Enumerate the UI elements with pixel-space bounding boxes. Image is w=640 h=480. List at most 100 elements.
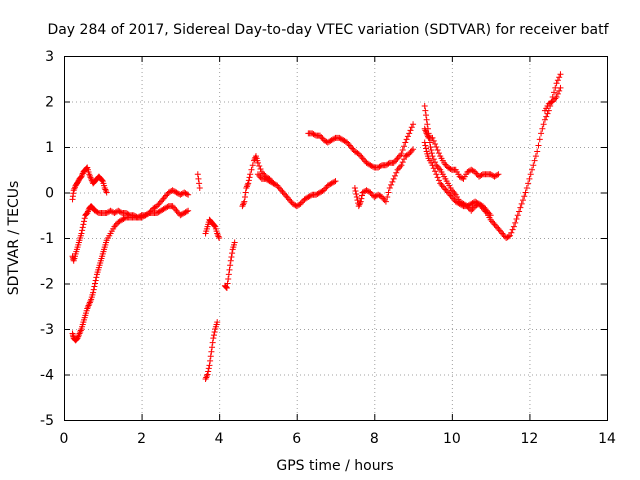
data-point: [164, 203, 171, 210]
data-point: [550, 89, 557, 96]
data-point: [399, 159, 406, 166]
data-point: [513, 216, 520, 223]
data-point: [208, 348, 215, 355]
data-point: [358, 195, 365, 202]
data-point: [332, 178, 339, 185]
data-point: [94, 209, 101, 216]
data-point: [241, 198, 248, 205]
data-point: [399, 147, 406, 154]
data-point: [422, 142, 429, 149]
data-point: [398, 150, 405, 157]
data-point: [557, 71, 564, 78]
data-point: [102, 186, 109, 193]
data-point: [540, 121, 547, 128]
x-tick-label: 6: [292, 431, 301, 447]
data-point: [103, 189, 110, 196]
data-points: [69, 71, 564, 383]
data-point: [487, 212, 494, 219]
data-point: [382, 198, 389, 205]
data-point: [538, 130, 545, 137]
data-point: [79, 227, 86, 234]
data-point: [433, 171, 440, 178]
y-tick-label: -2: [40, 277, 54, 293]
data-point: [509, 226, 516, 233]
data-point: [525, 180, 532, 187]
data-point: [331, 135, 338, 142]
data-point: [92, 280, 99, 287]
data-point: [388, 181, 395, 188]
data-point: [257, 165, 264, 172]
x-tick-label: 10: [443, 431, 461, 447]
data-point: [210, 332, 217, 339]
data-point: [556, 74, 563, 81]
data-point: [514, 212, 521, 219]
data-point: [522, 189, 529, 196]
data-point: [359, 192, 366, 199]
data-point: [209, 344, 216, 351]
x-tick-label: 0: [60, 431, 69, 447]
data-point: [231, 239, 238, 246]
data-point: [429, 134, 436, 141]
data-point: [245, 180, 252, 187]
data-point: [553, 93, 560, 100]
y-tick-label: 1: [45, 140, 54, 156]
data-point: [447, 165, 454, 172]
data-point: [196, 180, 203, 187]
data-point: [183, 208, 190, 215]
data-point: [90, 289, 97, 296]
data-point: [423, 145, 429, 152]
data-point: [505, 233, 512, 240]
data-point: [434, 147, 441, 154]
data-point: [185, 191, 192, 198]
data-point: [240, 200, 247, 207]
data-point: [249, 162, 256, 169]
data-point: [79, 224, 86, 231]
data-point: [407, 127, 414, 134]
data-point: [209, 339, 216, 346]
data-point: [552, 84, 559, 91]
data-point: [254, 159, 261, 166]
data-point: [311, 131, 318, 138]
data-point: [81, 215, 88, 222]
data-point: [227, 257, 234, 264]
x-tick-label: 12: [521, 431, 539, 447]
data-point: [478, 172, 485, 179]
data-point: [385, 189, 392, 196]
data-point: [421, 103, 428, 110]
data-point: [117, 209, 124, 216]
data-point: [421, 139, 428, 146]
data-point: [403, 136, 410, 143]
data-point: [554, 90, 561, 97]
data-point: [539, 125, 546, 132]
data-point: [541, 116, 548, 123]
data-point: [206, 362, 213, 369]
data-point: [398, 162, 405, 169]
data-point: [435, 177, 442, 184]
data-point: [357, 198, 364, 205]
data-point: [244, 181, 251, 188]
chart-title: Day 284 of 2017, Sidereal Day-to-day VTE…: [47, 22, 609, 38]
data-point: [307, 192, 314, 199]
data-point: [228, 253, 235, 260]
data-point: [507, 232, 514, 239]
data-point: [422, 107, 429, 114]
x-tick-label: 14: [598, 431, 616, 447]
data-point: [386, 184, 393, 191]
data-point: [423, 112, 429, 119]
data-point: [240, 201, 247, 208]
data-point: [214, 319, 221, 326]
data-point: [433, 144, 440, 150]
data-point: [531, 157, 538, 164]
data-point: [145, 210, 152, 217]
data-point: [99, 177, 106, 184]
data-point: [435, 150, 442, 157]
data-point: [554, 77, 561, 84]
data-point: [526, 175, 533, 182]
data-point: [91, 283, 98, 290]
data-point: [428, 147, 435, 154]
data-point: [535, 142, 542, 149]
data-point: [556, 87, 563, 94]
data-point: [210, 335, 217, 342]
